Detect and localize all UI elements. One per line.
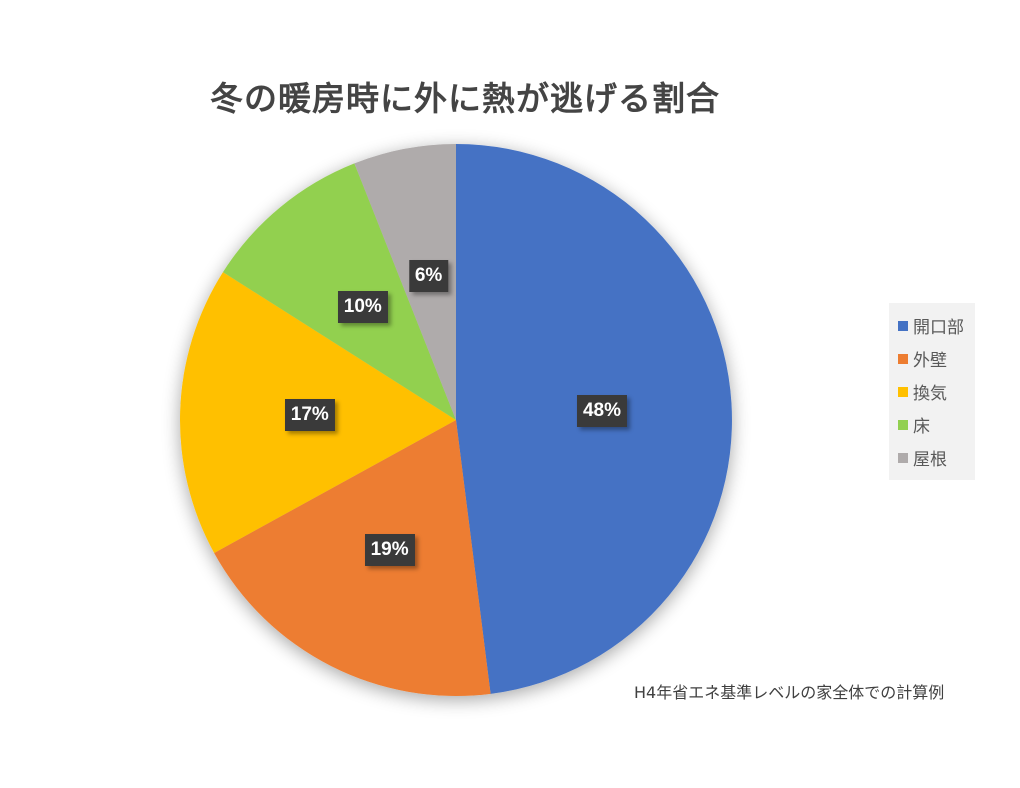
legend-label: 屋根 bbox=[913, 450, 947, 470]
legend-item: 開口部 bbox=[889, 309, 975, 342]
pie-slice bbox=[354, 144, 456, 420]
legend-item: 床 bbox=[889, 408, 975, 441]
legend-label: 開口部 bbox=[913, 318, 964, 338]
legend-label: 換気 bbox=[913, 384, 947, 404]
legend-swatch bbox=[898, 386, 908, 397]
legend-label: 外壁 bbox=[913, 351, 947, 371]
data-label: 10% bbox=[337, 291, 388, 324]
chart-footnote: H4年省エネ基準レベルの家全体での計算例 bbox=[634, 683, 945, 702]
data-label: 19% bbox=[364, 534, 415, 567]
data-label: 6% bbox=[408, 260, 449, 293]
legend-item: 換気 bbox=[889, 375, 975, 408]
legend-swatch bbox=[898, 452, 908, 463]
data-label: 48% bbox=[576, 394, 628, 427]
pie-slices bbox=[180, 144, 732, 696]
legend-swatch bbox=[898, 353, 908, 364]
legend: 開口部 外壁 換気 床 屋根 bbox=[889, 303, 975, 480]
chart-title: 冬の暖房時に外に熱が逃げる割合 bbox=[210, 79, 720, 118]
legend-item: 屋根 bbox=[889, 441, 975, 474]
data-label: 17% bbox=[284, 399, 335, 432]
legend-item: 外壁 bbox=[889, 342, 975, 375]
pie-slice bbox=[214, 420, 491, 696]
legend-swatch bbox=[898, 320, 908, 331]
legend-swatch bbox=[898, 419, 908, 430]
legend-label: 床 bbox=[913, 417, 930, 437]
